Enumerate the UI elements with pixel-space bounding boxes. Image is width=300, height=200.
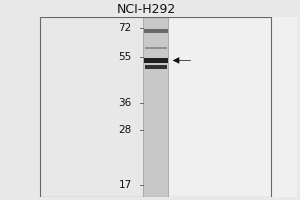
- Text: 17: 17: [118, 180, 132, 190]
- Bar: [145, 47, 167, 49]
- Bar: [143, 17, 168, 197]
- Text: NCI-H292: NCI-H292: [117, 3, 176, 16]
- Bar: [144, 58, 168, 63]
- Text: 72: 72: [118, 23, 132, 33]
- Bar: [40, 17, 272, 197]
- Bar: [144, 29, 168, 33]
- Text: 36: 36: [118, 98, 132, 108]
- Text: 55: 55: [118, 52, 132, 62]
- Bar: [145, 65, 167, 69]
- Text: 28: 28: [118, 125, 132, 135]
- Bar: [168, 17, 297, 197]
- Bar: [3, 17, 143, 197]
